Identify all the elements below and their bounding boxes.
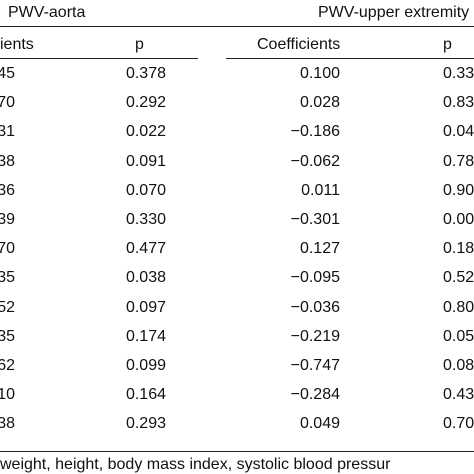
cell-p-aorta: 0.164 [125, 386, 166, 403]
column-header-coefficients-upper: Coefficients [257, 36, 341, 53]
cell-p-upper: 0.80 [443, 299, 474, 316]
cell-p-aorta: 0.022 [125, 123, 166, 140]
cell-p-upper: 0.08 [443, 357, 474, 374]
cell-coefficient-upper: −0.301 [290, 211, 340, 228]
cell-p-upper: 0.90 [443, 182, 474, 199]
cell-coefficient-upper: −0.036 [290, 299, 340, 316]
cell-p-upper: 0.00 [443, 211, 474, 228]
cell-p-upper: 0.05 [443, 328, 474, 345]
cell-p-upper: 0.78 [443, 153, 474, 170]
cell-coefficient-upper: −0.284 [290, 386, 340, 403]
cell-coefficient-upper: 0.100 [299, 65, 340, 82]
cell-p-aorta: 0.378 [125, 65, 166, 82]
cell-p-upper: 0.04 [443, 123, 474, 140]
header-rule-left [0, 58, 198, 59]
cell-p-aorta: 0.477 [125, 240, 166, 257]
cell-coefficient-upper: −0.186 [290, 123, 340, 140]
cell-coefficient-upper: 0.049 [299, 415, 340, 432]
cell-p-aorta: 0.330 [125, 211, 166, 228]
cell-coefficient-aorta: 35 [0, 328, 15, 345]
column-header-p-upper: p [443, 36, 452, 53]
cell-p-aorta: 0.097 [125, 299, 166, 316]
cell-coefficient-upper: −0.095 [290, 269, 340, 286]
cell-p-aorta: 0.038 [125, 269, 166, 286]
cell-coefficient-upper: −0.062 [290, 153, 340, 170]
cell-p-upper: 0.18 [443, 240, 474, 257]
cell-coefficient-aorta: 10 [0, 386, 15, 403]
cell-coefficient-upper: −0.219 [290, 328, 340, 345]
group-header-pwv-aorta: PWV-aorta [8, 4, 86, 21]
cell-p-aorta: 0.070 [125, 182, 166, 199]
cell-coefficient-aorta: 31 [0, 123, 15, 140]
cell-p-upper: 0.33 [443, 65, 474, 82]
cell-coefficient-aorta: 36 [0, 182, 15, 199]
cell-coefficient-aorta: 39 [0, 211, 15, 228]
cell-p-aorta: 0.292 [125, 94, 166, 111]
column-header-p-aorta: p [135, 36, 144, 53]
cell-coefficient-aorta: 35 [0, 269, 15, 286]
cell-p-aorta: 0.293 [125, 415, 166, 432]
cell-p-aorta: 0.174 [125, 328, 166, 345]
cell-coefficient-aorta: 45 [0, 65, 15, 82]
cell-coefficient-aorta: 70 [0, 240, 15, 257]
group-header-pwv-upper-extremity: PWV-upper extremity [318, 4, 470, 21]
cell-coefficient-aorta: 62 [0, 357, 15, 374]
cell-p-aorta: 0.099 [125, 357, 166, 374]
cell-p-upper: 0.52 [443, 269, 474, 286]
cell-p-upper: 0.70 [443, 415, 474, 432]
cell-p-upper: 0.43 [443, 386, 474, 403]
cell-coefficient-aorta: 38 [0, 415, 15, 432]
cell-coefficient-upper: 0.028 [299, 94, 340, 111]
cell-coefficient-upper: 0.011 [301, 182, 340, 199]
cell-p-upper: 0.83 [443, 94, 474, 111]
group-header-underline [0, 26, 474, 27]
cell-p-aorta: 0.091 [125, 153, 166, 170]
cell-coefficient-aorta: 70 [0, 94, 15, 111]
cell-coefficient-upper: −0.747 [290, 357, 340, 374]
table-footnote: weight, height, body mass index, systoli… [0, 456, 391, 473]
header-rule-right [226, 58, 474, 59]
cell-coefficient-aorta: 38 [0, 153, 15, 170]
cell-coefficient-aorta: 52 [0, 299, 15, 316]
cell-coefficient-upper: 0.127 [299, 240, 340, 257]
column-header-coefficients-aorta: ients [0, 36, 34, 53]
table-bottom-rule [0, 451, 474, 452]
